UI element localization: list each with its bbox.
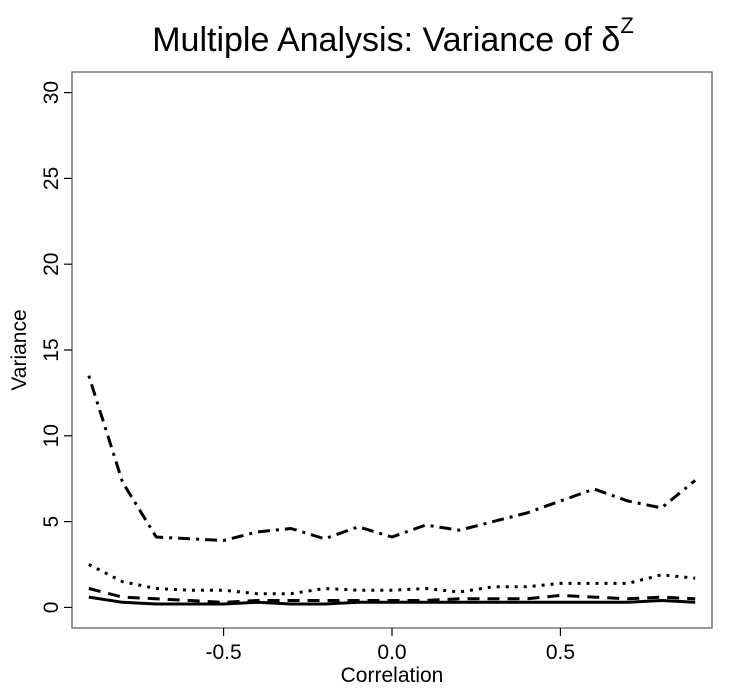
series-line-2-dashed xyxy=(88,587,696,604)
x-axis: -0.5 0.0 0.5 xyxy=(205,628,575,664)
x-tick-label: -0.5 xyxy=(205,641,241,664)
y-tick-label: 15 xyxy=(40,338,63,361)
plot-frame xyxy=(71,71,713,629)
x-tick-label: 0.0 xyxy=(377,641,406,664)
x-axis-label: Correlation xyxy=(341,664,444,687)
series-line-1-solid xyxy=(88,595,696,606)
y-tick-label: 20 xyxy=(40,253,63,276)
y-axis-label: Variance xyxy=(8,309,31,390)
chart-title: Multiple Analysis: Variance of δZ xyxy=(152,13,634,59)
x-tick-label: 0.5 xyxy=(546,641,575,664)
y-tick-label: 5 xyxy=(40,516,63,528)
y-tick-label: 30 xyxy=(40,81,63,104)
series-line-4-dotdash xyxy=(87,375,697,542)
y-tick-label: 0 xyxy=(40,602,63,614)
series-line-3-dotted xyxy=(88,563,696,596)
y-tick-label: 10 xyxy=(40,424,63,447)
series-layer xyxy=(87,375,697,606)
y-axis: 0 5 10 15 20 25 30 xyxy=(40,81,72,613)
y-tick-label: 25 xyxy=(40,167,63,190)
